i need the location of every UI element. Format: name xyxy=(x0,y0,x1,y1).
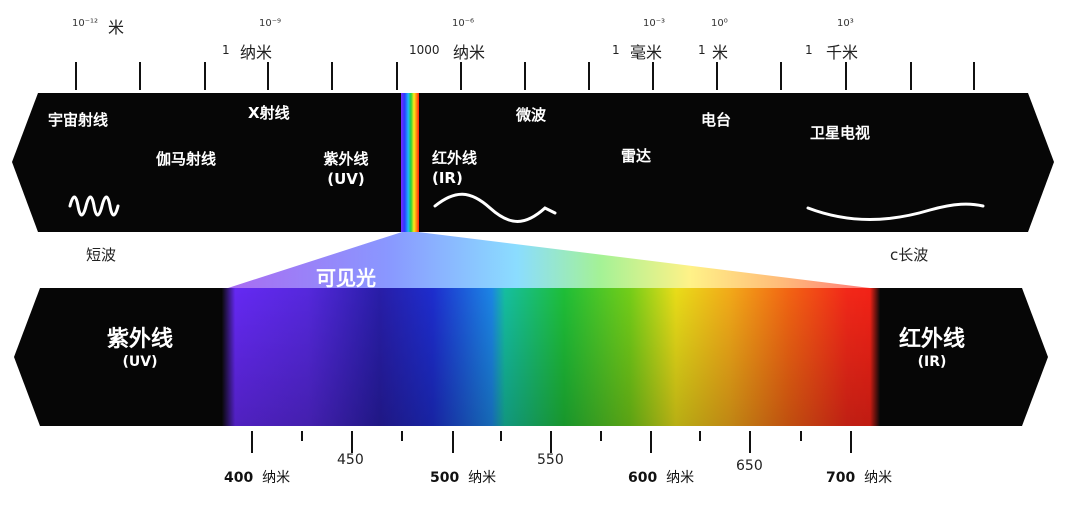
power-label-5: 10⁰ xyxy=(711,18,728,29)
band-ir-abbr: (IR) xyxy=(432,169,463,187)
scale-tick xyxy=(910,62,912,90)
unit-label-5: 米 xyxy=(712,43,729,62)
nm-tick xyxy=(600,431,602,441)
scale-tick xyxy=(780,62,782,90)
scale-tick xyxy=(396,62,398,90)
band-uv: 紫外线 (UV) xyxy=(316,149,376,189)
visible-ir-block: 红外线 (IR) xyxy=(884,326,980,370)
visible-strip xyxy=(401,93,419,232)
visible-uv-block: 紫外线 (UV) xyxy=(92,326,188,370)
nm-value-600: 600 xyxy=(628,470,658,486)
band-x-ray: X射线 xyxy=(248,104,290,122)
nm-label-500: 500 纳米 xyxy=(430,467,496,487)
band-ir-label: 红外线 xyxy=(432,149,478,167)
nm-unit-700: 纳米 xyxy=(864,470,893,486)
wavelength-scale-top: 10⁻¹² 米 10⁻⁹ 1 纳米 10⁻⁶ 1000 纳米 10⁻³ 1 毫米… xyxy=(0,0,1080,92)
band-cosmic-rays: 宇宙射线 xyxy=(48,111,109,129)
band-radar: 雷达 xyxy=(621,147,652,165)
visible-ir-abbr: (IR) xyxy=(917,354,947,370)
visible-light-label: 可见光 xyxy=(316,266,376,290)
scale-tick xyxy=(267,62,269,90)
nm-tick xyxy=(452,431,454,453)
nm-tick xyxy=(699,431,701,441)
scale-tick xyxy=(204,62,206,90)
nm-label-650: 650 xyxy=(736,458,763,474)
scale-tick xyxy=(524,62,526,90)
nm-unit-400: 纳米 xyxy=(262,470,291,486)
scale-tick xyxy=(652,62,654,90)
scale-tick xyxy=(845,62,847,90)
visible-fan xyxy=(228,232,870,288)
unit-label-1: 米 xyxy=(108,18,125,37)
nm-label-600: 600 纳米 xyxy=(628,467,694,487)
ir-wave-icon xyxy=(433,192,557,223)
nm-value-700: 700 xyxy=(826,470,856,486)
visible-uv-label: 紫外线 xyxy=(106,327,173,352)
band-radio: 电台 xyxy=(701,111,732,129)
unit-label-3: 纳米 xyxy=(453,43,486,62)
band-uv-abbr: (UV) xyxy=(327,170,365,188)
visible-uv-abbr: (UV) xyxy=(122,354,158,370)
long-wave-label: c长波 xyxy=(890,246,929,264)
nm-label-700: 700 纳米 xyxy=(826,467,892,487)
band-ir: 红外线 (IR) xyxy=(432,148,477,188)
unit-label-2: 纳米 xyxy=(240,43,273,62)
nm-tick xyxy=(800,431,802,441)
power-label-6: 10³ xyxy=(837,18,854,29)
visible-ir-label: 红外线 xyxy=(898,327,965,352)
short-wave-icon xyxy=(68,195,120,217)
prefix-label-5: 1 xyxy=(698,43,706,57)
prefix-label-2: 1 xyxy=(222,43,230,57)
nm-label-450: 450 xyxy=(337,452,364,468)
scale-tick xyxy=(331,62,333,90)
nm-tick xyxy=(650,431,652,453)
prefix-label-3: 1000 xyxy=(409,43,440,57)
nm-tick xyxy=(401,431,403,441)
nm-unit-600: 纳米 xyxy=(666,470,695,486)
nm-label-400: 400 纳米 xyxy=(224,467,290,487)
nm-tick xyxy=(749,431,751,453)
short-wave-label: 短波 xyxy=(86,246,117,264)
unit-label-4: 毫米 xyxy=(630,43,663,62)
scale-tick xyxy=(588,62,590,90)
nm-value-400: 400 xyxy=(224,470,254,486)
prefix-label-4: 1 xyxy=(612,43,620,57)
nm-unit-500: 纳米 xyxy=(468,470,497,486)
band-gamma-rays: 伽马射线 xyxy=(156,150,217,168)
em-spectrum-bar xyxy=(12,93,1054,232)
nm-tick xyxy=(251,431,253,453)
nm-tick xyxy=(351,431,353,453)
scale-tick xyxy=(75,62,77,90)
scale-tick xyxy=(460,62,462,90)
unit-label-6: 千米 xyxy=(826,43,859,62)
band-microwave: 微波 xyxy=(516,106,547,124)
power-label-4: 10⁻³ xyxy=(643,18,666,29)
nm-tick xyxy=(550,431,552,453)
band-uv-label: 紫外线 xyxy=(323,150,369,168)
nm-tick xyxy=(301,431,303,441)
nm-label-550: 550 xyxy=(537,452,564,468)
scale-tick xyxy=(973,62,975,90)
band-satellite-tv: 卫星电视 xyxy=(810,124,871,142)
power-label-1: 10⁻¹² xyxy=(72,18,99,29)
nm-tick xyxy=(500,431,502,441)
scale-tick xyxy=(139,62,141,90)
nm-tick xyxy=(850,431,852,453)
scale-tick xyxy=(716,62,718,90)
power-label-3: 10⁻⁶ xyxy=(452,18,475,29)
power-label-2: 10⁻⁹ xyxy=(259,18,282,29)
long-wave-icon xyxy=(806,202,985,221)
prefix-label-6: 1 xyxy=(805,43,813,57)
nm-value-500: 500 xyxy=(430,470,460,486)
